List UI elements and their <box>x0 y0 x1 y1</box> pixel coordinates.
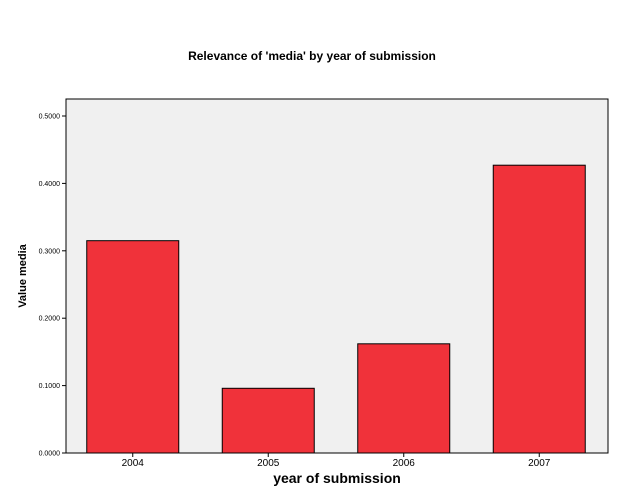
y-axis: 0.0000 0.1000 0.2000 0.3000 0.4000 0.5000 <box>39 114 66 458</box>
bar-2006 <box>357 343 451 454</box>
bar-2004 <box>86 240 180 454</box>
x-tick-label: 2006 <box>393 458 416 469</box>
chart-title: Relevance of 'media' by year of submissi… <box>188 49 436 63</box>
x-tick-label: 2005 <box>257 458 280 469</box>
y-tick-label: 0.4000 <box>39 181 61 188</box>
y-axis-label: Value media <box>17 243 29 307</box>
x-axis: 2004 2005 2006 2007 <box>122 453 551 469</box>
bar-2005 <box>221 387 315 454</box>
y-tick-label: 0.0000 <box>39 451 61 458</box>
bars-group <box>86 164 586 454</box>
x-axis-label: year of submission <box>273 470 401 486</box>
x-tick-label: 2004 <box>122 458 145 469</box>
bar-2007 <box>492 164 586 454</box>
y-tick-label: 0.5000 <box>39 114 61 121</box>
y-tick-label: 0.2000 <box>39 316 61 323</box>
x-tick-label: 2007 <box>528 458 551 469</box>
y-tick-label: 0.1000 <box>39 383 61 390</box>
y-tick-label: 0.3000 <box>39 248 61 255</box>
